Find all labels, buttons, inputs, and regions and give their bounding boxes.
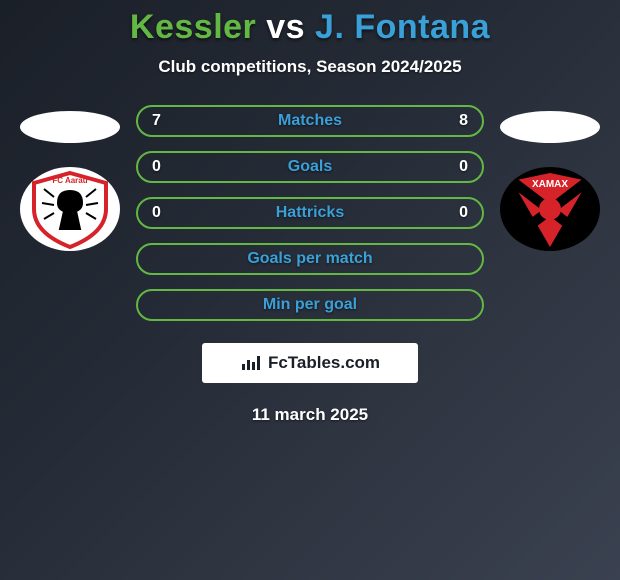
stat-value-left: 0 bbox=[152, 158, 182, 176]
stat-row: 0Goals0 bbox=[136, 151, 484, 183]
svg-text:FC Aarau: FC Aarau bbox=[52, 176, 87, 185]
stat-label: Hattricks bbox=[182, 204, 438, 222]
stat-label: Min per goal bbox=[182, 296, 438, 314]
left-team-badge: FC Aarau bbox=[20, 167, 120, 251]
left-ellipse bbox=[20, 111, 120, 143]
stat-row: Goals per match bbox=[136, 243, 484, 275]
player2-name: J. Fontana bbox=[315, 8, 490, 46]
right-badge-svg: XAMAX bbox=[500, 167, 600, 251]
vs-separator: vs bbox=[266, 8, 305, 46]
stat-label: Goals per match bbox=[182, 250, 438, 268]
stat-value-left: 0 bbox=[152, 204, 182, 222]
brand-text: FcTables.com bbox=[268, 353, 380, 373]
brand-badge: FcTables.com bbox=[202, 343, 418, 383]
page-title: Kessler vs J. Fontana bbox=[0, 0, 620, 47]
stat-value-left: 7 bbox=[152, 112, 182, 130]
stat-value-right: 8 bbox=[438, 112, 468, 130]
stat-label: Goals bbox=[182, 158, 438, 176]
stat-value-right: 0 bbox=[438, 204, 468, 222]
right-side: XAMAX bbox=[490, 105, 610, 251]
subtitle: Club competitions, Season 2024/2025 bbox=[0, 57, 620, 77]
stats-container: 7Matches80Goals00Hattricks0Goals per mat… bbox=[130, 105, 490, 321]
player1-name: Kessler bbox=[130, 8, 256, 46]
date-text: 11 march 2025 bbox=[0, 405, 620, 425]
chart-icon bbox=[240, 354, 262, 372]
main-row: FC Aarau 7Matches80Goals00Hattricks0Goal… bbox=[0, 105, 620, 321]
stat-label: Matches bbox=[182, 112, 438, 130]
right-team-badge: XAMAX bbox=[500, 167, 600, 251]
left-badge-svg: FC Aarau bbox=[20, 167, 120, 251]
stat-value-right: 0 bbox=[438, 158, 468, 176]
stat-row: Min per goal bbox=[136, 289, 484, 321]
right-ellipse bbox=[500, 111, 600, 143]
left-side: FC Aarau bbox=[10, 105, 130, 251]
stat-row: 7Matches8 bbox=[136, 105, 484, 137]
svg-text:XAMAX: XAMAX bbox=[532, 179, 568, 190]
stat-row: 0Hattricks0 bbox=[136, 197, 484, 229]
